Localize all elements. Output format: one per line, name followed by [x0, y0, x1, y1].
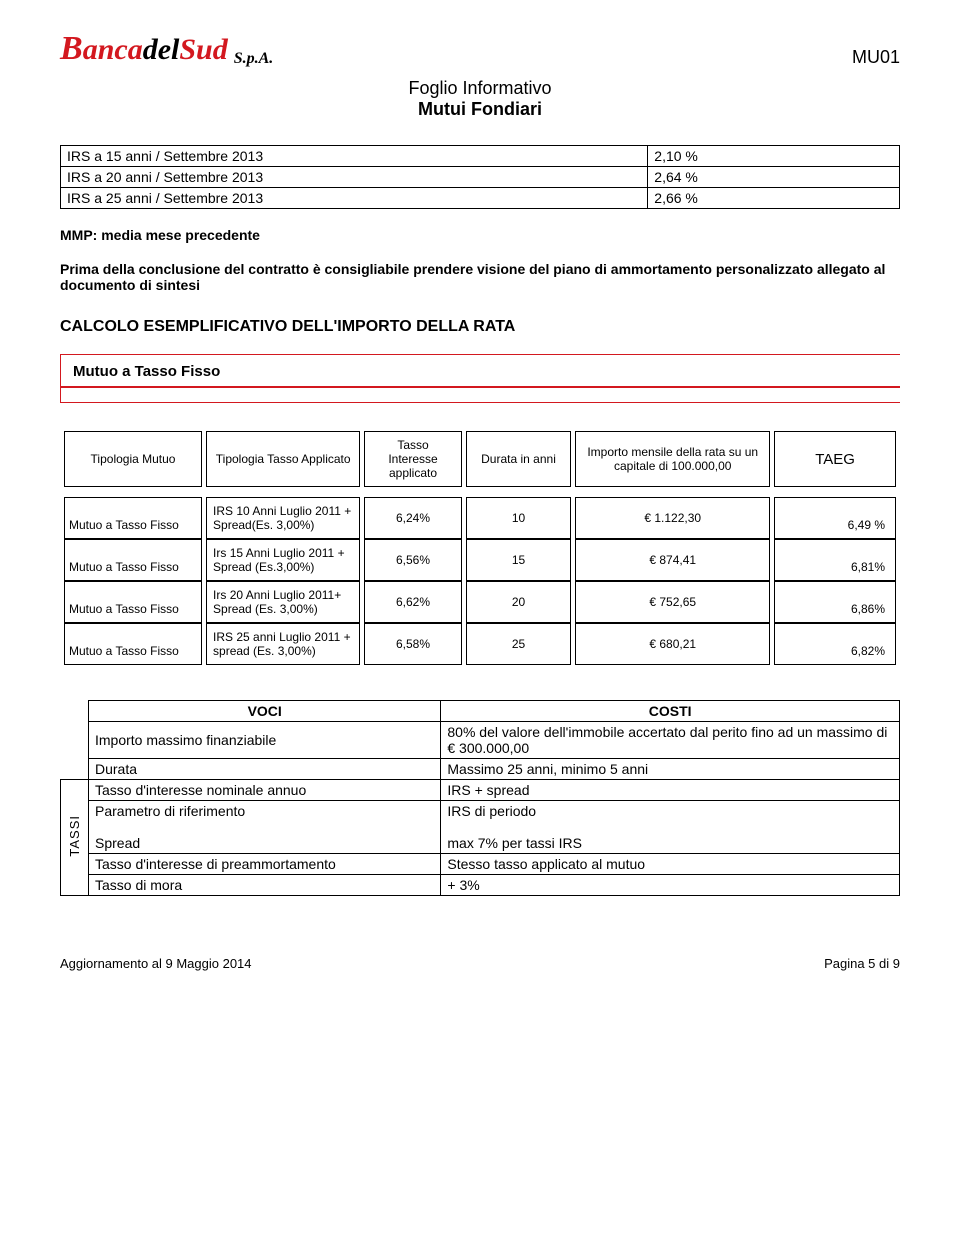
- calc-cell: 20: [466, 581, 572, 623]
- calc-cell: Mutuo a Tasso Fisso: [64, 581, 202, 623]
- table-row: Parametro di riferimentoIRS di periodo: [61, 801, 900, 834]
- voci-table: VOCI COSTI Importo massimo finanziabile8…: [60, 700, 900, 896]
- voci-header-costi: COSTI: [441, 701, 900, 722]
- table-row: TASSITasso d'interesse nominale annuoIRS…: [61, 780, 900, 801]
- voci-label: Tasso di mora: [89, 875, 441, 896]
- voci-value: Massimo 25 anni, minimo 5 anni: [441, 759, 900, 780]
- table-row: Importo massimo finanziabile80% del valo…: [61, 722, 900, 759]
- footer-left: Aggiornamento al 9 Maggio 2014: [60, 956, 252, 971]
- voci-label: Durata: [89, 759, 441, 780]
- calc-table: Tipologia MutuoTipologia Tasso Applicato…: [60, 431, 900, 665]
- calc-cell: 6,56%: [364, 539, 461, 581]
- calc-cell: IRS 10 Anni Luglio 2011 + Spread(Es. 3,0…: [206, 497, 360, 539]
- voci-label: Spread: [89, 833, 441, 854]
- calc-cell: 15: [466, 539, 572, 581]
- calc-cell: Irs 20 Anni Luglio 2011+ Spread (Es. 3,0…: [206, 581, 360, 623]
- logo-block: BancadelSud S.p.A.: [60, 30, 273, 68]
- title-block: Foglio Informativo Mutui Fondiari: [60, 78, 900, 120]
- logo-part-del: del: [143, 33, 180, 67]
- title-line-2: Mutui Fondiari: [60, 99, 900, 120]
- calc-cell: 6,49 %: [774, 497, 896, 539]
- voci-value: + 3%: [441, 875, 900, 896]
- voci-label: Parametro di riferimento: [89, 801, 441, 834]
- tassi-label: TASSI: [67, 815, 82, 857]
- irs-label: IRS a 15 anni / Settembre 2013: [61, 146, 648, 167]
- logo-part-b: B: [60, 30, 83, 68]
- irs-table: IRS a 15 anni / Settembre 20132,10 %IRS …: [60, 145, 900, 209]
- section-calc-title: CALCOLO ESEMPLIFICATIVO DELL'IMPORTO DEL…: [60, 318, 900, 336]
- calc-cell: Mutuo a Tasso Fisso: [64, 539, 202, 581]
- irs-value: 2,10 %: [648, 146, 900, 167]
- voci-value: 80% del valore dell'immobile accertato d…: [441, 722, 900, 759]
- calc-header: Tipologia Tasso Applicato: [206, 431, 360, 487]
- voci-value: IRS + spread: [441, 780, 900, 801]
- table-row: IRS a 20 anni / Settembre 20132,64 %: [61, 167, 900, 188]
- voci-label: Importo massimo finanziabile: [89, 722, 441, 759]
- calc-header: Importo mensile della rata su un capital…: [575, 431, 770, 487]
- redline-box: Mutuo a Tasso Fisso: [60, 354, 900, 403]
- voci-value: IRS di periodo: [441, 801, 900, 834]
- calc-cell: Irs 15 Anni Luglio 2011 + Spread (Es.3,0…: [206, 539, 360, 581]
- calc-cell: 6,82%: [774, 623, 896, 665]
- logo-part-sud: Sud: [179, 33, 227, 67]
- irs-value: 2,66 %: [648, 188, 900, 209]
- title-line-1: Foglio Informativo: [60, 78, 900, 99]
- table-row: Tasso d'interesse di preammortamentoStes…: [61, 854, 900, 875]
- voci-header-voci: VOCI: [89, 701, 441, 722]
- calc-header: Durata in anni: [466, 431, 572, 487]
- table-row: Mutuo a Tasso FissoIrs 20 Anni Luglio 20…: [64, 581, 896, 623]
- calc-cell: 6,62%: [364, 581, 461, 623]
- calc-cell: 6,86%: [774, 581, 896, 623]
- calc-cell: 6,81%: [774, 539, 896, 581]
- irs-label: IRS a 20 anni / Settembre 2013: [61, 167, 648, 188]
- table-row: Mutuo a Tasso FissoIRS 25 anni Luglio 20…: [64, 623, 896, 665]
- calc-cell: 10: [466, 497, 572, 539]
- voci-label: Tasso d'interesse di preammortamento: [89, 854, 441, 875]
- table-row: DurataMassimo 25 anni, minimo 5 anni: [61, 759, 900, 780]
- logo-part-banca: anca: [83, 33, 143, 67]
- calc-cell: € 1.122,30: [575, 497, 770, 539]
- calc-cell: € 752,65: [575, 581, 770, 623]
- voci-value: max 7% per tassi IRS: [441, 833, 900, 854]
- table-row: IRS a 15 anni / Settembre 20132,10 %: [61, 146, 900, 167]
- calc-cell: € 874,41: [575, 539, 770, 581]
- table-row: Mutuo a Tasso FissoIrs 15 Anni Luglio 20…: [64, 539, 896, 581]
- redbox-label: Mutuo a Tasso Fisso: [73, 363, 220, 380]
- mmp-note: MMP: media mese precedente: [60, 227, 900, 243]
- calc-cell: 25: [466, 623, 572, 665]
- voci-label: Tasso d'interesse nominale annuo: [89, 780, 441, 801]
- table-row: Mutuo a Tasso FissoIRS 10 Anni Luglio 20…: [64, 497, 896, 539]
- advice-text: Prima della conclusione del contratto è …: [60, 261, 900, 293]
- header: BancadelSud S.p.A. MU01: [60, 30, 900, 68]
- footer-right: Pagina 5 di 9: [824, 956, 900, 971]
- irs-label: IRS a 25 anni / Settembre 2013: [61, 188, 648, 209]
- table-row: Spreadmax 7% per tassi IRS: [61, 833, 900, 854]
- calc-cell: € 680,21: [575, 623, 770, 665]
- tassi-sidebar: TASSI: [61, 780, 89, 896]
- irs-value: 2,64 %: [648, 167, 900, 188]
- calc-cell: Mutuo a Tasso Fisso: [64, 497, 202, 539]
- calc-cell: IRS 25 anni Luglio 2011 + spread (Es. 3,…: [206, 623, 360, 665]
- calc-header: Tipologia Mutuo: [64, 431, 202, 487]
- calc-header: TAEG: [774, 431, 896, 487]
- logo: BancadelSud S.p.A.: [60, 30, 273, 68]
- calc-cell: Mutuo a Tasso Fisso: [64, 623, 202, 665]
- calc-cell: 6,58%: [364, 623, 461, 665]
- footer: Aggiornamento al 9 Maggio 2014 Pagina 5 …: [60, 956, 900, 971]
- table-row: IRS a 25 anni / Settembre 20132,66 %: [61, 188, 900, 209]
- calc-cell: 6,24%: [364, 497, 461, 539]
- doc-code: MU01: [852, 47, 900, 68]
- calc-header: Tasso Interesse applicato: [364, 431, 461, 487]
- spa-label: S.p.A.: [234, 50, 274, 68]
- table-row: Tasso di mora+ 3%: [61, 875, 900, 896]
- voci-value: Stesso tasso applicato al mutuo: [441, 854, 900, 875]
